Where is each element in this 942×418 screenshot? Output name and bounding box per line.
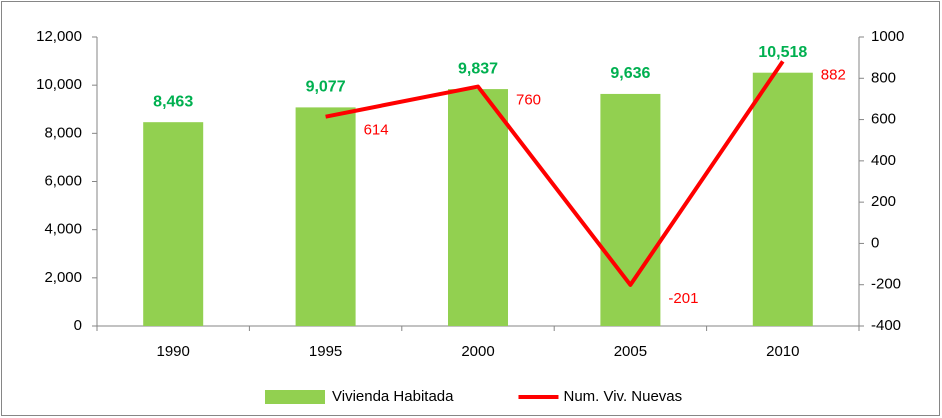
x-tick-label: 2005: [614, 343, 647, 360]
x-tick-label: 1990: [157, 343, 190, 360]
y2-tick-label: 600: [871, 111, 896, 128]
bar: [752, 72, 813, 326]
y2-tick-label: 800: [871, 69, 896, 86]
line-value-label: 882: [821, 66, 846, 83]
bar: [448, 89, 508, 326]
bar-value-label: 9,077: [306, 79, 346, 96]
x-tick-label: 2000: [461, 343, 494, 360]
y2-tick-label: -400: [871, 317, 901, 334]
y-tick-label: 8,000: [44, 124, 82, 141]
legend-label: Num. Viv. Nuevas: [563, 388, 682, 405]
y-tick-label: 10,000: [36, 76, 82, 93]
line-value-label: 760: [516, 92, 541, 109]
bar-value-label: 9,837: [458, 60, 498, 77]
y-tick-label: 0: [74, 317, 82, 334]
y2-tick-label: 400: [871, 152, 896, 169]
bar-value-label: 9,636: [610, 65, 650, 82]
legend-label: Vivienda Habitada: [332, 388, 454, 405]
bar: [143, 122, 204, 327]
line-value-label: -201: [668, 290, 698, 307]
y2-tick-label: -200: [871, 276, 901, 293]
y2-tick-label: 200: [871, 193, 896, 210]
legend-swatch: [265, 390, 325, 404]
y-tick-label: 4,000: [44, 221, 82, 238]
bar-value-label: 8,463: [153, 93, 193, 110]
y2-tick-label: 0: [871, 234, 879, 251]
bar: [295, 107, 356, 326]
x-tick-label: 2010: [766, 343, 799, 360]
line: [325, 60, 785, 287]
x-tick-label: 1995: [309, 343, 342, 360]
line-value-label: 614: [364, 122, 389, 139]
y-tick-label: 2,000: [44, 269, 82, 286]
y-tick-label: 12,000: [36, 28, 82, 45]
bar-value-label: 10,518: [758, 44, 807, 61]
y2-tick-label: 1000: [871, 28, 904, 45]
y-tick-label: 6,000: [44, 172, 82, 189]
bar: [600, 93, 661, 326]
